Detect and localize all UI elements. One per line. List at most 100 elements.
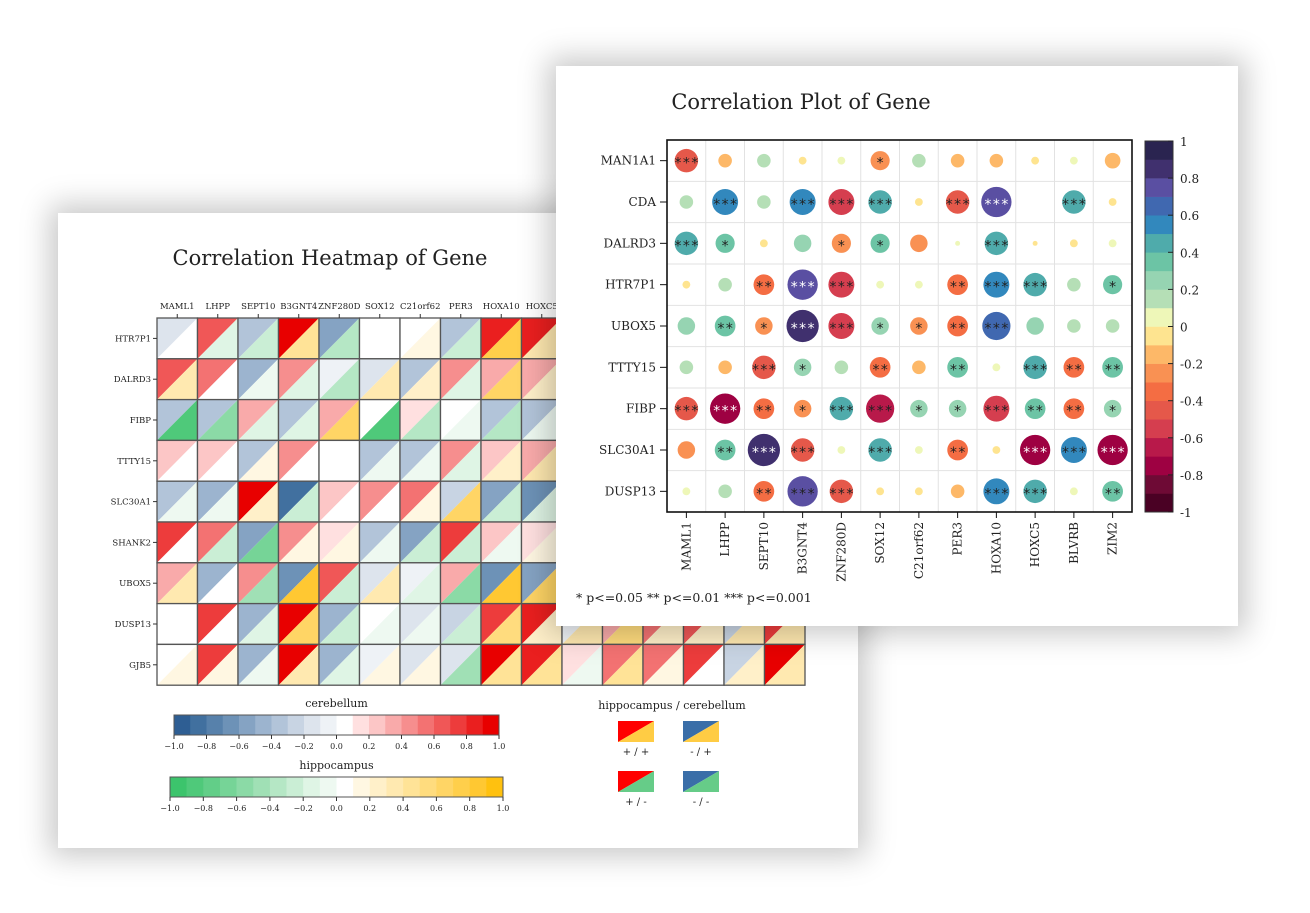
- correlation-circle: [714, 315, 736, 337]
- colorbar-bin: [1145, 178, 1173, 197]
- hippocampus-colorbar-bin: [403, 777, 421, 797]
- significance-stars: *: [798, 404, 806, 420]
- significance-stars: ***: [867, 197, 892, 213]
- correlation-circle: [1060, 437, 1087, 463]
- significance-stars: **: [949, 321, 966, 337]
- hippocampus-colorbar-tick-label: −1.0: [160, 804, 179, 813]
- colorbar-tick-label: 0.2: [1180, 283, 1199, 297]
- heatmap-cell: [277, 439, 320, 482]
- heatmap-cell: [480, 521, 523, 564]
- correlation-circle: [1023, 355, 1047, 380]
- hippocampus-colorbar-tick-label: 0.6: [430, 804, 443, 813]
- hippocampus-triangle: [481, 318, 522, 359]
- combo-lower-swatch: [683, 771, 719, 792]
- heatmap-cell: [399, 602, 442, 646]
- hippocampus-triangle: [764, 644, 805, 686]
- column-label: SEPT10: [241, 302, 275, 312]
- cerebellum-triangle: [359, 562, 400, 604]
- heatmap-cell: [642, 643, 685, 686]
- heatmap-cell: [682, 643, 725, 686]
- cerebellum-triangle: [278, 562, 319, 604]
- combo-legend-label: - / -: [693, 797, 709, 808]
- cerebellum-colorbar-tick-label: 1.0: [493, 742, 506, 751]
- hippocampus-colorbar-title: hippocampus: [299, 759, 374, 772]
- correlation-circle: [1026, 317, 1044, 335]
- column-label: C21orf62: [912, 522, 926, 579]
- correlation-circle: [1067, 319, 1081, 333]
- hippocampus-triangle: [440, 481, 481, 522]
- cerebellum-colorbar-bin: [417, 715, 435, 735]
- heatmap-cell: [358, 521, 401, 564]
- correlation-circle: [912, 360, 926, 375]
- hippocampus-triangle: [521, 644, 562, 686]
- hippocampus-triangle: [238, 644, 279, 686]
- correlation-circle: [984, 231, 1009, 256]
- hippocampus-triangle: [197, 358, 238, 400]
- cerebellum-triangle: [602, 644, 643, 686]
- heatmap-cell: [399, 439, 442, 482]
- colorbar-bin: [1145, 233, 1173, 253]
- correlation-circle: [755, 317, 773, 335]
- combo-legend-title: hippocampus / cerebellum: [598, 699, 746, 712]
- hippocampus-triangle: [521, 358, 562, 400]
- hippocampus-triangle: [157, 522, 198, 563]
- cerebellum-colorbar-bin: [206, 715, 224, 735]
- correlation-circle: [870, 233, 890, 253]
- significance-stars: **: [1065, 404, 1082, 420]
- hippocampus-triangle: [319, 318, 360, 359]
- correlation-circle: [876, 487, 885, 496]
- significance-stars: ***: [712, 197, 737, 213]
- column-label: C21orf62: [400, 302, 440, 312]
- cerebellum-colorbar-bin: [255, 715, 272, 735]
- cerebellum-colorbar-title: cerebellum: [305, 697, 368, 710]
- hippocampus-colorbar-tick-label: 1.0: [497, 804, 510, 813]
- hippocampus-colorbar-bin: [319, 777, 337, 797]
- correlation-circle: [793, 399, 812, 418]
- significance-stars: ***: [984, 197, 1009, 213]
- cerebellum-colorbar-bin: [190, 715, 207, 735]
- significance-stars: **: [717, 445, 734, 461]
- correlation-circle: [718, 277, 732, 292]
- correlation-circle: [1103, 399, 1122, 418]
- colorbar-bin: [1145, 289, 1173, 309]
- cerebellum-colorbar-tick-label: 0.4: [395, 742, 408, 751]
- heatmap-cell: [156, 398, 199, 442]
- correlation-circle: [1108, 198, 1117, 206]
- correlation-circle: [747, 433, 781, 467]
- heatmap-cell: [156, 602, 199, 646]
- correlation-circle: [677, 441, 696, 459]
- correlation-circle: [759, 239, 768, 248]
- heatmap-cell: [318, 317, 361, 360]
- row-label: TTTY15: [608, 360, 656, 374]
- colorbar-bin: [1145, 345, 1173, 364]
- cerebellum-colorbar-tick-label: −0.4: [262, 742, 281, 751]
- cerebellum-colorbar-tick-label: −0.6: [229, 742, 248, 751]
- cerebellum-colorbar-bin: [352, 715, 370, 735]
- colorbar-tick-label: -0.4: [1180, 395, 1204, 409]
- correlation-circle: [1097, 434, 1128, 466]
- hippocampus-triangle: [359, 481, 400, 522]
- heatmap-cell: [358, 398, 401, 442]
- heatmap-cell: [480, 480, 523, 523]
- hippocampus-triangle: [197, 603, 238, 645]
- hippocampus-triangle: [359, 603, 400, 645]
- colorbar-tick-label: 1: [1180, 135, 1188, 149]
- column-label: MAML1: [160, 302, 195, 312]
- significance-stars: *: [1108, 404, 1116, 420]
- row-label: DALRD3: [114, 375, 151, 385]
- cerebellum-triangle: [400, 562, 441, 604]
- hippocampus-colorbar-tick-label: −0.8: [194, 804, 213, 813]
- correlation-circle: [983, 395, 1010, 422]
- significance-stars: ***: [790, 321, 815, 337]
- hippocampus-triangle: [278, 481, 319, 522]
- correlation-circle: [787, 269, 818, 300]
- significance-stars: ***: [790, 197, 815, 213]
- hippocampus-colorbar-tick-label: 0.0: [330, 804, 343, 813]
- correlation-circle: [947, 274, 968, 296]
- correlation-circle: [914, 198, 923, 206]
- heatmap-cell: [399, 521, 442, 564]
- row-label: DUSP13: [605, 484, 656, 498]
- heatmap-cell: [196, 358, 239, 401]
- hippocampus-colorbar-bin: [269, 777, 287, 797]
- hippocampus-triangle: [481, 358, 522, 400]
